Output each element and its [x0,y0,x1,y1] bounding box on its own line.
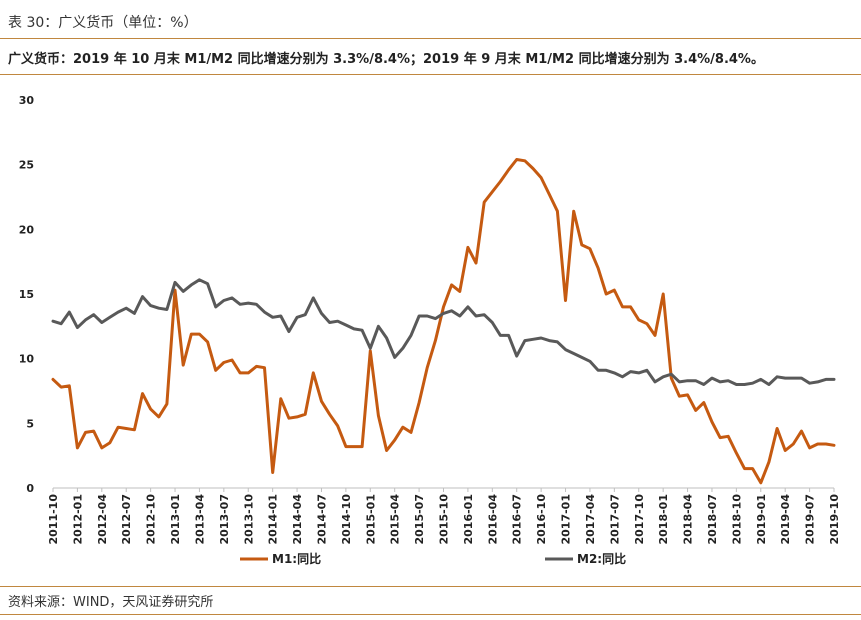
x-tick-label: 2017-01 [560,494,573,545]
y-tick-label: 25 [19,159,34,172]
x-axis [52,487,835,492]
x-tick-label: 2019-01 [755,494,768,545]
x-axis-labels: 2011-10 2012-01 2012-04 2012-07 2012-10 2013-… [47,494,841,545]
x-tick-label: 2017-10 [633,494,646,545]
x-tick-label: 2019-10 [828,494,841,545]
x-tick-label: 2017-07 [608,494,621,545]
x-tick-label: 2018-04 [682,494,695,545]
x-tick-label: 2015-10 [438,494,451,545]
x-tick-label: 2017-04 [584,494,597,545]
divider-top [0,38,861,39]
y-tick-label: 10 [19,353,35,366]
x-tick-label: 2013-10 [242,494,255,545]
x-tick-label: 2012-04 [96,494,109,545]
line-chart: 0 5 10 15 20 25 30 2011-10 2012-01 2012-04 2012-0… [19,94,841,566]
x-tick-label: 2014-07 [315,494,328,545]
x-tick-label: 2016-10 [535,494,548,545]
x-tick-label: 2019-04 [779,494,792,545]
chart-subtitle: 广义货币：2019 年 10 月末 M1/M2 同比增速分别为 3.3%/8.4… [8,52,764,67]
divider-subtitle [0,74,861,75]
x-tick-label: 2013-01 [169,494,182,545]
y-axis-labels: 0 5 10 15 20 25 30 [19,94,35,495]
x-tick-label: 2014-01 [267,494,280,545]
y-tick-label: 15 [19,288,34,301]
x-tick-label: 2018-01 [657,494,670,545]
y-tick-label: 0 [26,482,34,495]
y-tick-label: 5 [26,417,34,430]
y-tick-label: 30 [19,94,35,107]
x-tick-label: 2014-10 [340,494,353,545]
x-tick-label: 2016-01 [462,494,475,545]
x-tick-label: 2012-10 [145,494,158,545]
legend-label: M2:同比 [577,551,626,566]
legend: M1:同比 M2:同比 [240,551,626,566]
x-tick-label: 2018-07 [706,494,719,545]
divider-footer [0,614,861,615]
divider-bottom [0,586,861,587]
x-tick-label: 2015-01 [364,494,377,545]
x-tick-label: 2013-04 [193,494,206,545]
x-tick-label: 2016-07 [511,494,524,545]
y-tick-label: 20 [19,223,35,236]
series-lines [51,158,836,485]
legend-label: M1:同比 [272,551,321,566]
x-tick-label: 2014-04 [291,494,304,545]
x-tick-label: 2018-10 [730,494,743,545]
x-tick-label: 2012-01 [71,494,84,545]
x-tick-label: 2019-07 [804,494,817,545]
series-line-m1 [51,158,836,485]
x-tick-label: 2015-07 [413,494,426,545]
source-note: 资料来源：WIND，天风证券研究所 [8,595,214,610]
table-caption: 表 30：广义货币（单位：%） [8,15,198,31]
series-line-m2 [51,278,836,386]
x-tick-label: 2012-07 [120,494,133,545]
x-tick-label: 2016-04 [486,494,499,545]
x-tick-label: 2015-04 [389,494,402,545]
x-tick-label: 2011-10 [47,494,60,545]
x-tick-label: 2013-07 [218,494,231,545]
